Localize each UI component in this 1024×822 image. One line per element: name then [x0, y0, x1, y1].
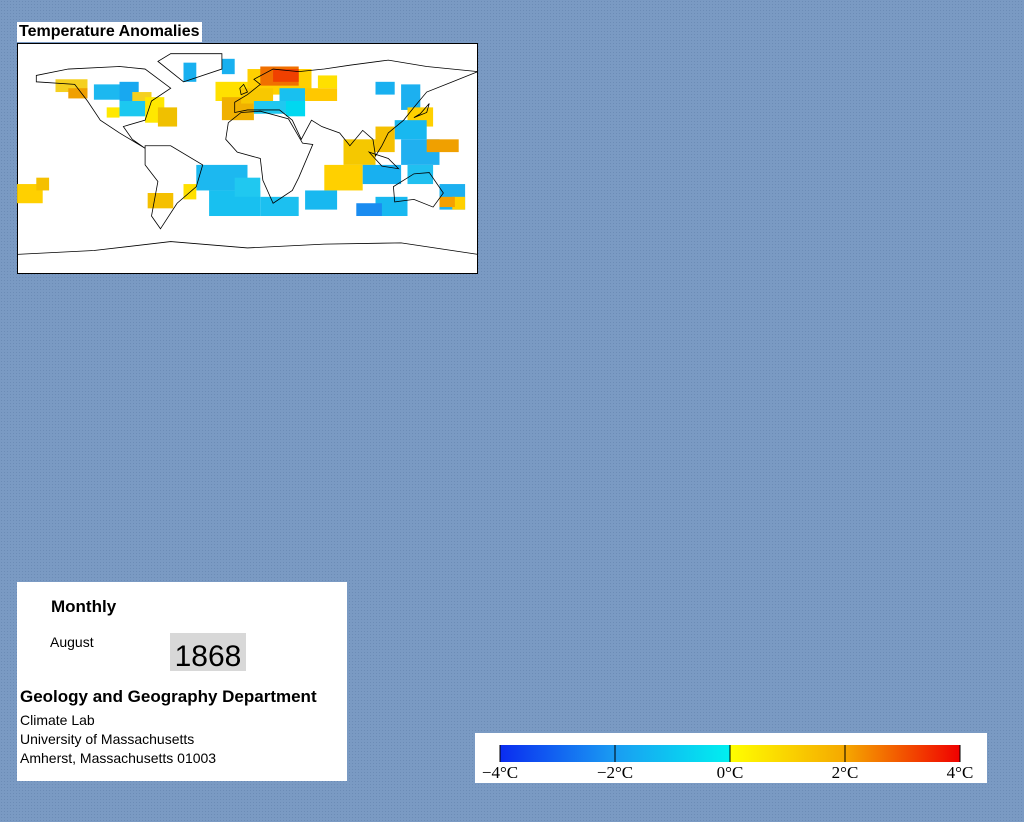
- anomaly-cell: [356, 203, 382, 217]
- anomaly-cell: [285, 100, 306, 117]
- anomaly-cell: [305, 88, 338, 101]
- coastlines: [17, 53, 478, 255]
- coastline: [144, 145, 204, 230]
- anomaly-cell: [375, 81, 395, 95]
- anomaly-cell: [253, 100, 293, 114]
- colorbar: −4°C −2°C 0°C 2°C 4°C: [475, 733, 987, 783]
- anomaly-cells: [17, 58, 466, 217]
- anomaly-cell: [221, 58, 235, 75]
- anomaly-cell: [68, 88, 88, 99]
- anomaly-cell: [407, 164, 434, 185]
- anomaly-cell: [324, 164, 363, 191]
- coastline: [17, 241, 478, 255]
- info-line: University of Massachusetts: [20, 731, 195, 747]
- year: 1868: [170, 633, 246, 673]
- colorbar-label: 4°C: [947, 763, 974, 782]
- anomaly-cell: [279, 88, 306, 101]
- info-panel: Monthly August 1868 Geology and Geograph…: [17, 582, 347, 781]
- anomaly-cell: [273, 69, 299, 82]
- coastline: [413, 103, 430, 118]
- info-line: Climate Lab: [20, 712, 95, 728]
- coastline: [234, 59, 478, 158]
- anomaly-cell: [36, 177, 50, 191]
- anomaly-cell: [394, 120, 427, 140]
- colorbar-label: −4°C: [482, 763, 518, 782]
- colorbar-label: 2°C: [832, 763, 859, 782]
- anomaly-cell: [119, 100, 146, 117]
- anomaly-cell: [215, 81, 248, 101]
- frequency: Monthly: [51, 597, 117, 616]
- anomaly-cell: [157, 107, 178, 127]
- colorbar-label: 0°C: [717, 763, 744, 782]
- map: [17, 43, 478, 274]
- coastline: [35, 66, 172, 149]
- coastline: [393, 172, 444, 208]
- anomaly-cell: [106, 107, 120, 118]
- coastline: [157, 53, 223, 83]
- anomaly-cell: [241, 88, 274, 104]
- anomaly-cell: [147, 193, 174, 209]
- anomaly-cell: [401, 84, 421, 110]
- anomaly-cell: [305, 190, 338, 210]
- anomaly-cell: [234, 177, 261, 197]
- anomaly-cell: [317, 75, 338, 89]
- anomaly-cell: [439, 196, 455, 208]
- map-title: Temperature Anomalies: [17, 22, 202, 42]
- coastline: [239, 83, 249, 96]
- anomaly-cell: [93, 84, 120, 100]
- month: August: [50, 634, 94, 650]
- colorbar-label: −2°C: [597, 763, 633, 782]
- info-line: Amherst, Massachusetts 01003: [20, 750, 217, 766]
- anomaly-cell: [183, 62, 197, 82]
- coastline: [225, 110, 314, 204]
- department: Geology and Geography Department: [20, 687, 317, 706]
- coastline: [367, 151, 400, 170]
- anomaly-cell: [426, 139, 459, 153]
- anomaly-cell: [362, 164, 402, 185]
- anomaly-cell: [260, 196, 299, 217]
- anomaly-cell: [452, 196, 466, 210]
